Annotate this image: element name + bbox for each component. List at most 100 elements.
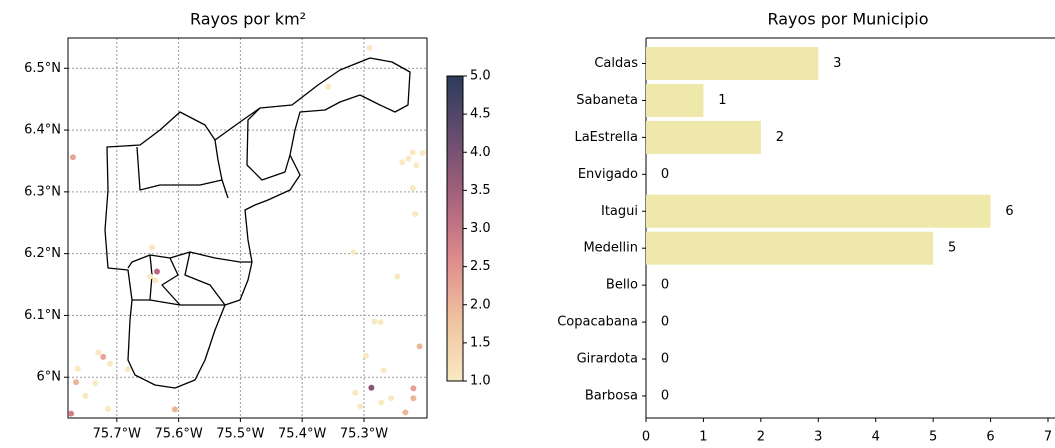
lightning-point (413, 162, 420, 169)
y-tick-label: 6.4°N (24, 123, 61, 138)
y-tick-label: Itagui (601, 204, 638, 219)
lightning-point (410, 385, 417, 392)
y-tick-label: Bello (606, 278, 638, 293)
colorbar (446, 75, 464, 382)
value-label: 0 (661, 352, 669, 367)
lightning-point (409, 149, 416, 156)
lightning-point (100, 353, 107, 360)
x-tick-label: 3 (814, 430, 822, 445)
value-label: 6 (1005, 204, 1013, 219)
y-tick-label: LaEstrella (574, 130, 638, 145)
lightning-point (105, 405, 112, 412)
x-tick-label: 2 (757, 430, 765, 445)
y-tick-label: 6.1°N (24, 308, 61, 323)
lightning-point (388, 395, 395, 402)
y-tick-label: Sabaneta (576, 93, 638, 108)
x-tick-label: 4 (872, 430, 880, 445)
lightning-point (69, 154, 76, 161)
y-tick-label: Medellin (583, 241, 638, 256)
lightning-point (416, 343, 423, 350)
value-label: 2 (776, 130, 784, 145)
value-label: 3 (833, 56, 841, 71)
map-title: Rayos por km² (190, 10, 306, 29)
colorbar-tick-label: 3.5 (470, 183, 491, 198)
lightning-point (394, 273, 401, 280)
municipal-borders (104, 57, 411, 389)
colorbar-tick-label: 2.0 (470, 297, 491, 312)
x-tick-label: 75.5°W (216, 427, 264, 442)
lightning-point (107, 360, 114, 367)
bar-area (646, 38, 1055, 418)
inner-border (246, 107, 291, 181)
y-tick-label: 6°N (37, 370, 62, 385)
bar (646, 83, 704, 117)
lightning-point (147, 273, 154, 280)
lightning-point (92, 380, 99, 387)
y-tick-label: Caldas (594, 56, 638, 71)
x-tick-label: 6 (986, 430, 994, 445)
x-tick-label: 75.7°W (93, 427, 141, 442)
value-label: 5 (948, 241, 956, 256)
lightning-point (412, 211, 419, 218)
lightning-point (377, 319, 384, 326)
y-tick-label: 6.2°N (24, 246, 61, 261)
x-tick-label: 75.4°W (278, 427, 326, 442)
bar (646, 231, 934, 265)
y-tick-label: 6.5°N (24, 61, 61, 76)
lightning-point (73, 379, 80, 386)
lightning-point (405, 155, 412, 162)
colorbar-tick-label: 3.0 (470, 221, 491, 236)
value-label: 0 (661, 315, 669, 330)
lightning-point (357, 403, 364, 410)
value-label: 0 (661, 278, 669, 293)
bar-title: Rayos por Municipio (767, 10, 928, 29)
value-label: 0 (661, 388, 669, 403)
colorbar-tick-label: 5.0 (470, 69, 491, 84)
lightning-point (352, 389, 359, 396)
map-frame (67, 37, 428, 419)
y-tick-label: Barbosa (585, 388, 638, 403)
x-tick-label: 5 (929, 430, 937, 445)
y-tick-label: Girardota (577, 352, 638, 367)
lightning-point (410, 395, 417, 402)
lightning-point (368, 384, 375, 391)
lightning-point (82, 392, 89, 399)
y-tick-label: Envigado (578, 167, 638, 182)
bar (646, 47, 819, 80)
lightning-point (419, 149, 426, 156)
colorbar-tick-label: 4.5 (470, 107, 491, 122)
colorbar-tick-label: 4.0 (470, 145, 491, 160)
bar (646, 120, 761, 154)
lightning-point (95, 349, 102, 356)
y-tick-label: 6.3°N (24, 184, 61, 199)
lightning-point (152, 277, 159, 284)
lightning-point (409, 185, 416, 192)
lightning-point (74, 365, 81, 372)
lightning-point (362, 352, 369, 359)
x-tick-label: 7 (1044, 430, 1052, 445)
map-background (68, 38, 427, 418)
x-tick-label: 75.6°W (154, 427, 202, 442)
lightning-point (371, 318, 378, 325)
colorbar-tick-label: 1.5 (470, 335, 491, 350)
y-tick-label: Copacabana (557, 315, 638, 330)
lightning-point (171, 406, 178, 413)
lightning-point (325, 83, 332, 90)
lightning-point (378, 399, 385, 406)
lightning-point (380, 367, 387, 374)
lightning-point (124, 366, 131, 373)
lightning-point (153, 268, 160, 275)
colorbar-tick-label: 2.5 (470, 259, 491, 274)
x-tick-label: 0 (642, 430, 650, 445)
inner-border (136, 139, 229, 199)
lightning-point (350, 249, 357, 256)
lightning-point (149, 244, 156, 251)
inner-border (132, 251, 226, 306)
x-tick-label: 75.3°W (340, 427, 388, 442)
lightning-point (366, 44, 373, 51)
lightning-point (402, 409, 409, 416)
value-label: 1 (718, 93, 726, 108)
lightning-point (399, 159, 406, 166)
colorbar-tick-label: 1.0 (470, 374, 491, 389)
